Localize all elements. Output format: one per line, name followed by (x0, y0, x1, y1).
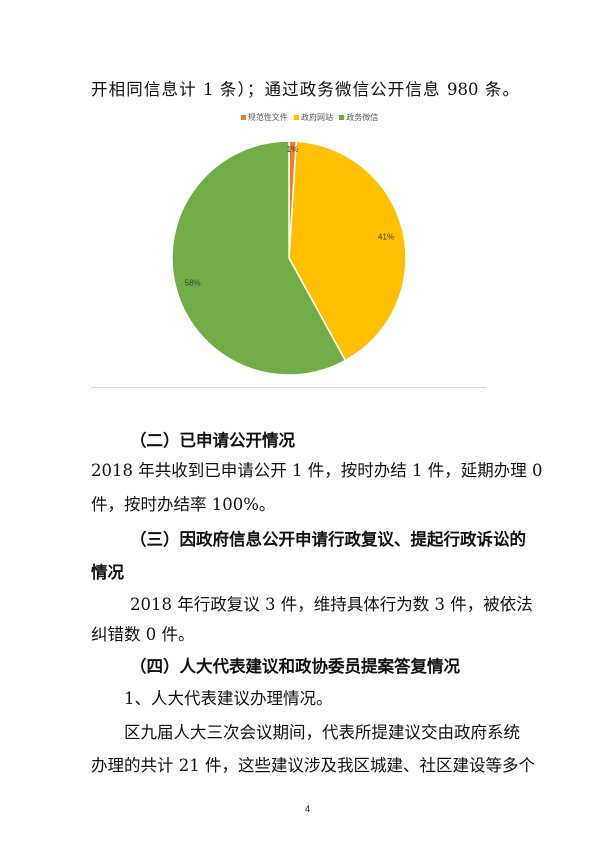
text-line: 区九届人大三次会议期间，代表所提建议交由政府系统 (124, 723, 520, 742)
page-number: 4 (304, 804, 310, 814)
legend-label: 规范性文件 (247, 113, 288, 122)
section-heading: 情况 (91, 563, 124, 582)
pie-slice-政务微信 (171, 140, 347, 376)
data-label: 1% (287, 145, 299, 154)
chart-border (91, 387, 486, 388)
text-line: 开相同信息计 1 条）；通过政务微信公开信息 980 条。 (91, 80, 519, 99)
text-line: 2018 年共收到已申请公开 1 件，按时办结 1 件，延期办理 0 (91, 461, 543, 480)
chart-legend: 规范性文件 政府网站 政务微信 (0, 112, 615, 123)
legend-swatch (240, 115, 246, 120)
data-label: 41% (378, 232, 394, 241)
pie-chart: 1% 41% 58% (171, 140, 407, 376)
legend-swatch (339, 115, 345, 120)
section-heading: （四）人大代表建议和政协委员提案答复情况 (130, 657, 460, 676)
section-heading: （三）因政府信息公开申请行政复议、提起行政诉讼的 (130, 530, 526, 549)
data-label: 58% (185, 279, 201, 288)
legend-label: 政务微信 (346, 113, 379, 122)
text-line: 件，按时办结率 100%。 (91, 495, 276, 514)
section-heading: （二）已申请公开情况 (130, 431, 295, 450)
legend-swatch (294, 115, 299, 120)
legend-label: 政府网站 (301, 113, 333, 122)
text-line: 纠错数 0 件。 (91, 625, 195, 644)
text-line: 办理的共计 21 件，这些建议涉及我区城建、社区建设等多个 (91, 756, 535, 775)
text-line: 2018 年行政复议 3 件，维持具体行为数 3 件，被依法 (130, 595, 533, 614)
text-line: 1、人大代表建议办理情况。 (124, 689, 333, 708)
pie-slice-政府网站 (288, 140, 407, 362)
